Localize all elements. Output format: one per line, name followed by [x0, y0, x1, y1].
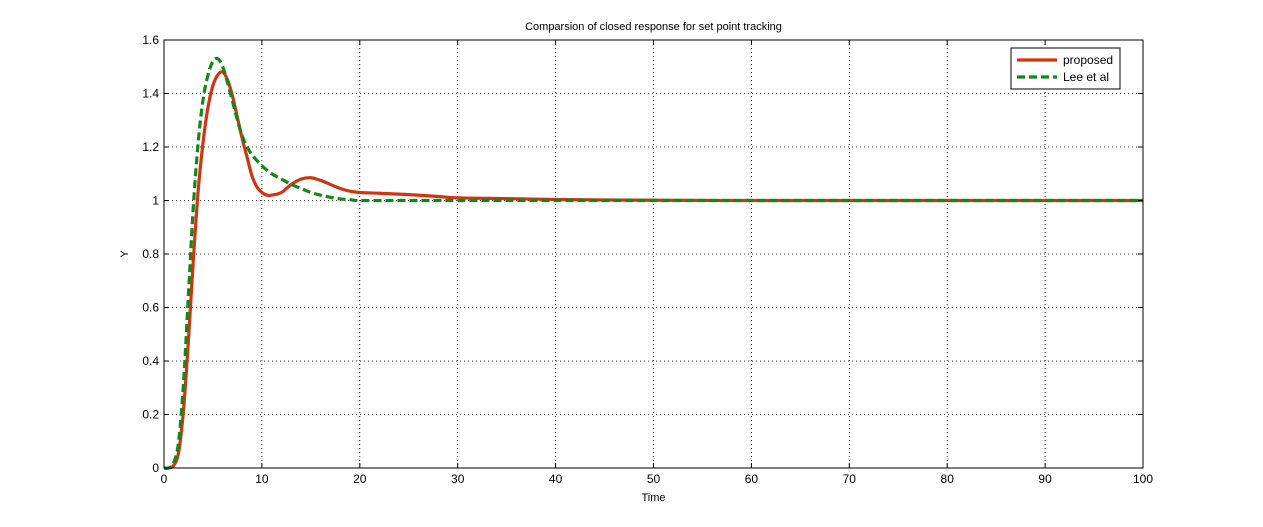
y-tick-label: 0.6: [142, 301, 159, 315]
x-tick-label: 80: [941, 472, 955, 486]
x-tick-label: 10: [255, 472, 269, 486]
legend-box: [1010, 47, 1121, 90]
x-axis-label: Time: [641, 492, 665, 504]
x-tick-label: 100: [1133, 472, 1153, 486]
x-tick-label: 70: [843, 472, 857, 486]
chart-title: Comparsion of closed response for set po…: [525, 21, 782, 33]
legend: proposed Lee et al: [1010, 47, 1121, 90]
x-tick-label: 40: [549, 472, 563, 486]
y-tick-label: 1.4: [142, 87, 159, 101]
x-tick-label: 20: [353, 472, 367, 486]
y-tick-label: 0.2: [142, 408, 159, 422]
x-tick-label: 0: [161, 472, 168, 486]
legend-label: proposed: [1063, 53, 1113, 67]
y-tick-label: 0: [152, 461, 159, 475]
y-tick-label: 0.8: [142, 247, 159, 261]
y-tick-label: 1.2: [142, 140, 159, 154]
x-tick-label: 90: [1038, 472, 1052, 486]
y-axis-label: Y: [119, 250, 131, 258]
y-tick-label: 1.6: [142, 33, 159, 47]
y-tick-label: 1: [152, 194, 159, 208]
y-tick-label: 0.4: [142, 354, 159, 368]
x-tick-label: 50: [647, 472, 661, 486]
ticks: 0 10 20 30 40 50 60 70 80 90 100 0 0.2 0.4 0.6 0.8 1 1.2 1…: [142, 33, 1153, 486]
series-line-lee-et-al: [163, 56, 1143, 470]
legend-label: Lee et al: [1063, 70, 1109, 84]
grid: [164, 40, 1143, 468]
x-tick-label: 30: [451, 472, 465, 486]
x-tick-label: 60: [745, 472, 759, 486]
series-lines: [163, 56, 1143, 470]
series-line-proposed: [163, 70, 1143, 470]
